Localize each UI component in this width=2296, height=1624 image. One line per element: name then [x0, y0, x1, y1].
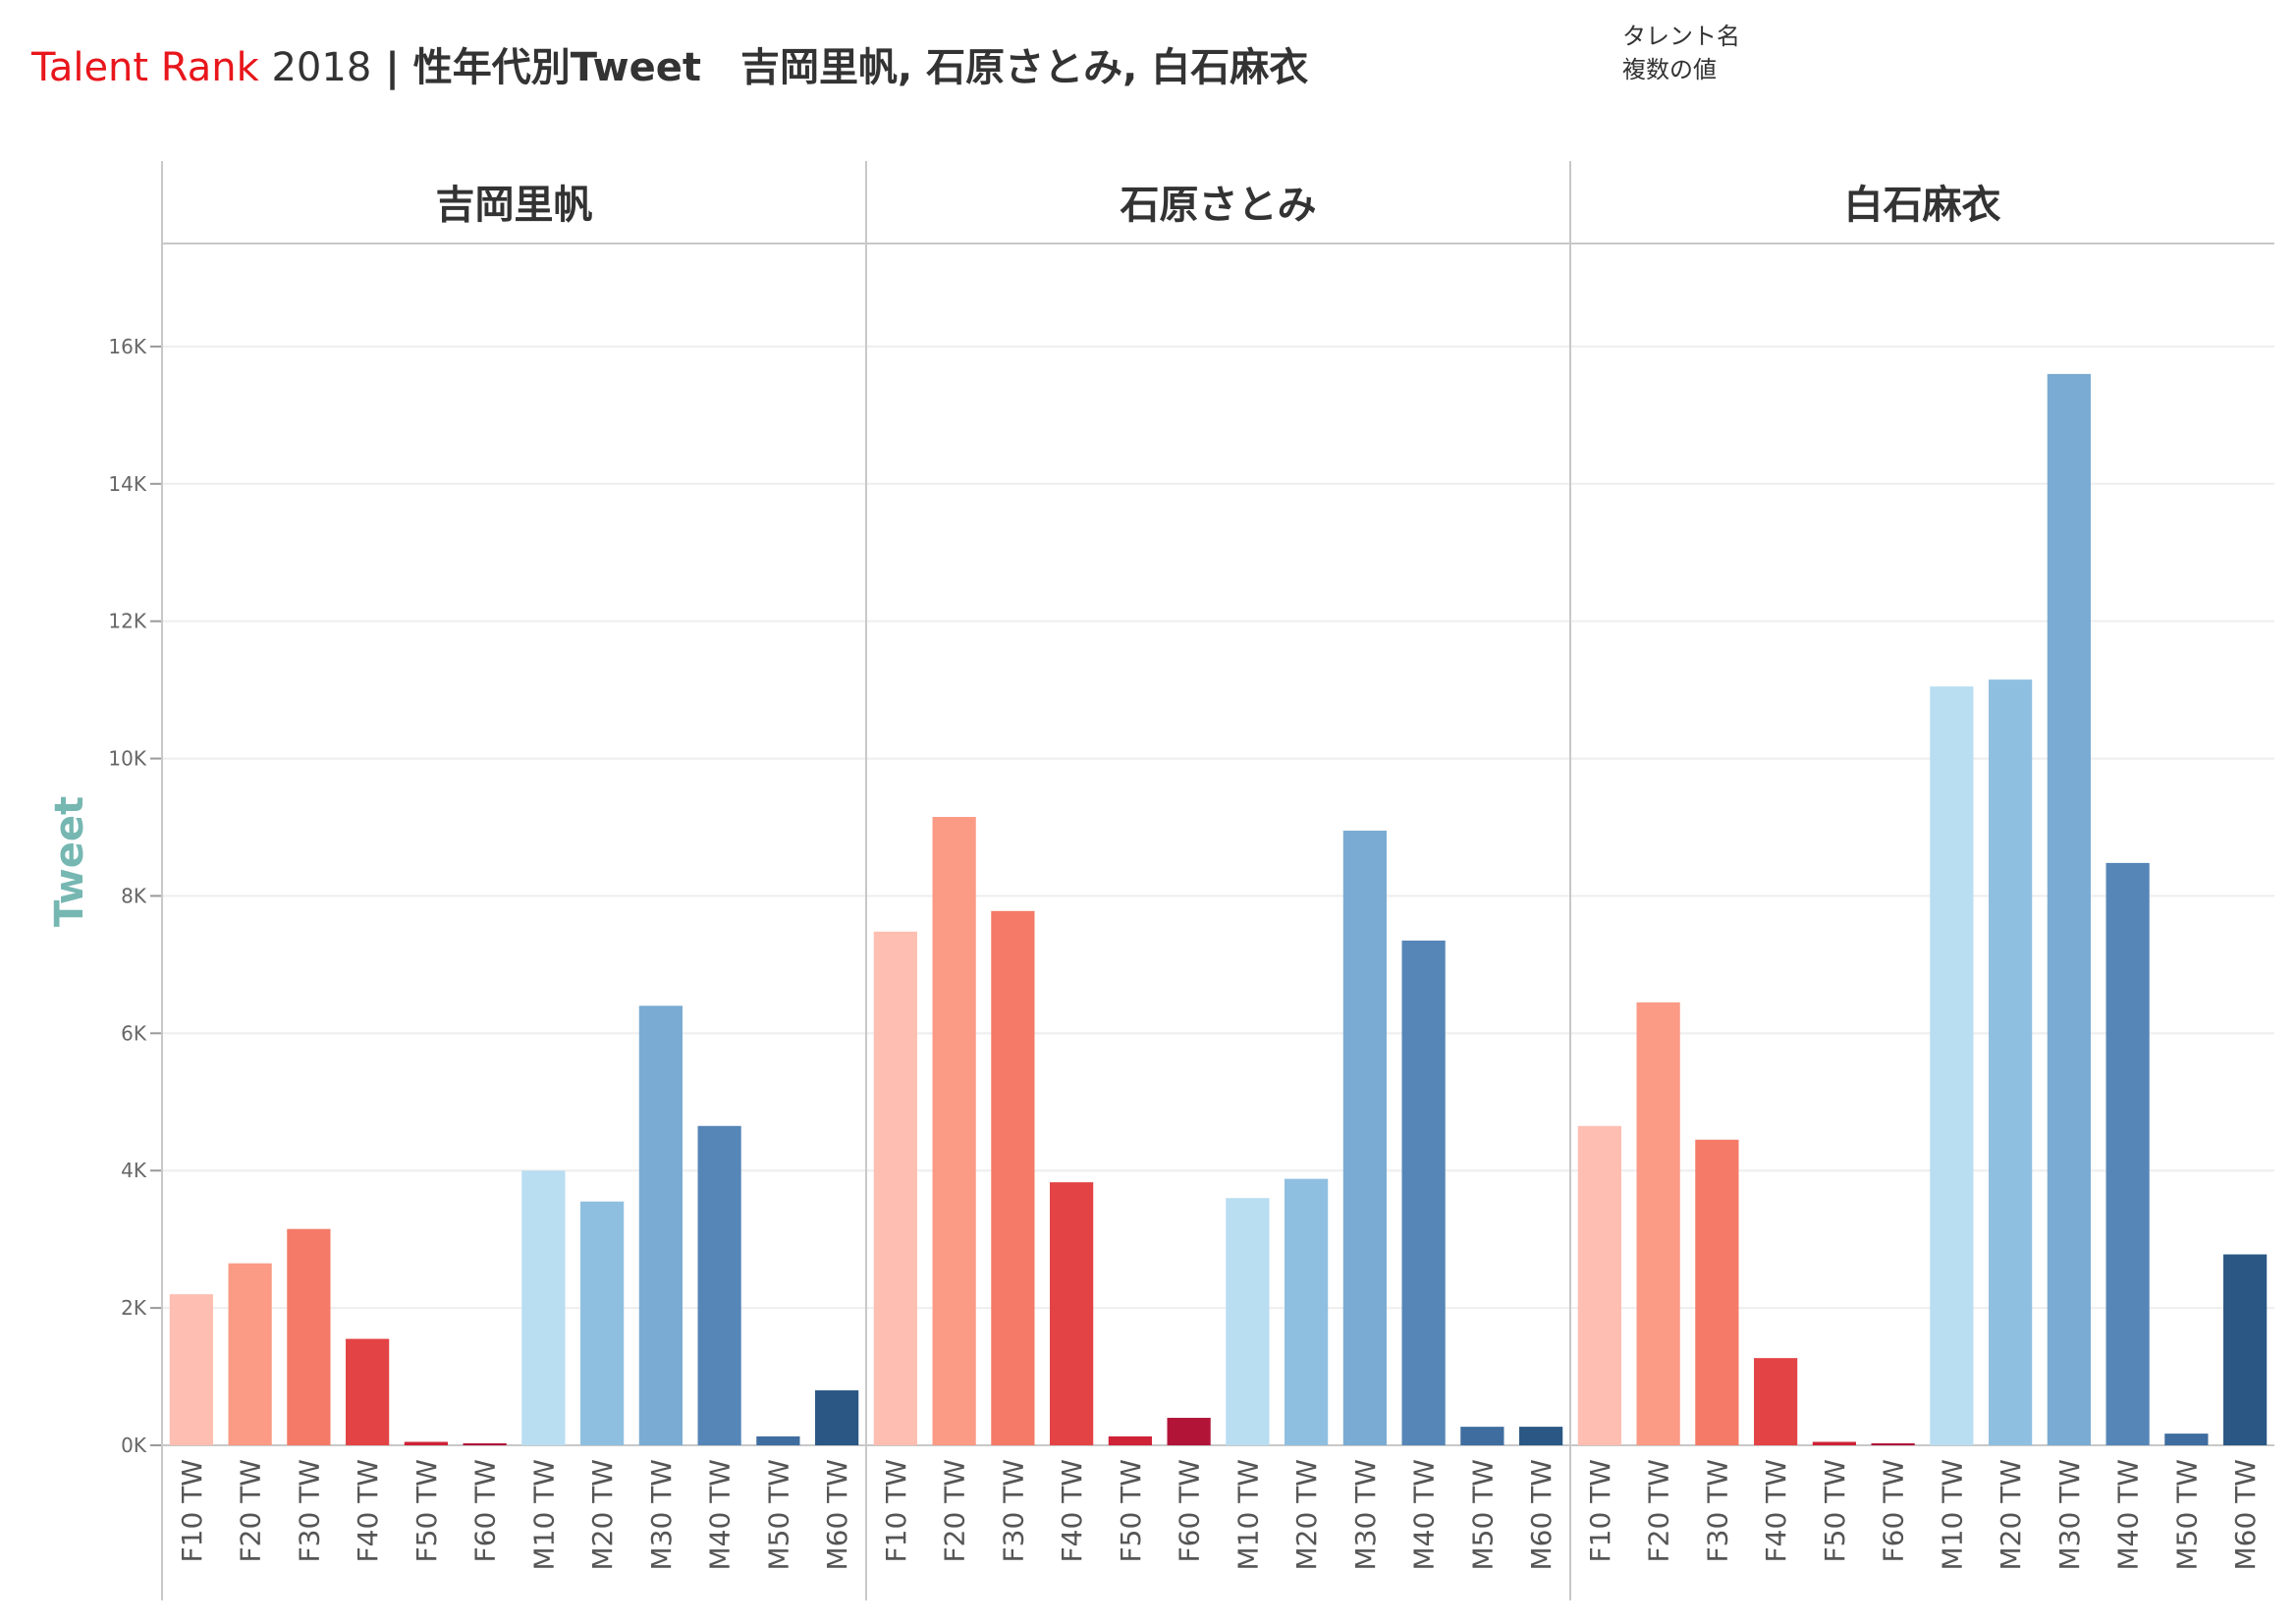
bar — [2105, 862, 2150, 1445]
y-tick-label: 14K — [108, 472, 146, 496]
filter-legend[interactable]: タレント名 複数の値 — [1622, 20, 1740, 86]
x-tick-label: M50 TW — [2170, 1459, 2203, 1570]
bar — [1989, 679, 2033, 1445]
y-tick-label: 8K — [121, 884, 147, 907]
x-tick-label: M20 TW — [1290, 1459, 1323, 1570]
x-tick-label: F60 TW — [1878, 1459, 1910, 1562]
bar — [697, 1125, 741, 1445]
title-subtitle: | 性年代別Tweet 吉岡里帆, 石原さとみ, 白石麻衣 — [371, 45, 1309, 90]
bar — [2223, 1254, 2268, 1445]
filter-value: 複数の値 — [1622, 56, 1717, 83]
x-tick-label: M10 TW — [1231, 1459, 1264, 1570]
page-title: Talent Rank 2018 | 性年代別Tweet 吉岡里帆, 石原さとみ… — [31, 35, 1308, 92]
bar — [1285, 1178, 1329, 1445]
bar — [1577, 1125, 1621, 1445]
bar — [2164, 1434, 2209, 1445]
y-tick-label: 16K — [108, 335, 146, 358]
x-tick-label: M30 TW — [2053, 1459, 2086, 1570]
x-tick-label: M40 TW — [1408, 1459, 1441, 1570]
x-tick-label: M60 TW — [1525, 1459, 1558, 1570]
bar — [580, 1201, 625, 1445]
bar — [1050, 1182, 1094, 1445]
y-tick-label: 6K — [121, 1021, 147, 1045]
panel-frames — [161, 161, 2274, 1600]
x-tick-label: F20 TW — [1643, 1459, 1675, 1562]
x-tick-label: M20 TW — [1995, 1459, 2027, 1570]
x-tick-label: M30 TW — [645, 1459, 678, 1570]
x-tick-label: F30 TW — [293, 1459, 325, 1562]
x-tick-label: F30 TW — [997, 1459, 1029, 1562]
x-tick-label: M20 TW — [586, 1459, 619, 1570]
x-tick-label: F50 TW — [410, 1459, 443, 1562]
bar — [1519, 1427, 1563, 1445]
bar — [346, 1338, 390, 1445]
bar — [1812, 1441, 1856, 1445]
x-tick-label: F40 TW — [352, 1459, 384, 1562]
x-tick-label: M10 TW — [1936, 1459, 1968, 1570]
bar — [932, 817, 976, 1445]
x-tick-label: M40 TW — [704, 1459, 737, 1570]
bar — [756, 1435, 800, 1445]
panel-title: 白石麻衣 — [1844, 183, 2001, 228]
bar — [1460, 1427, 1504, 1445]
title-year: 2018 — [258, 45, 372, 90]
x-tick-label: F10 TW — [176, 1459, 208, 1562]
y-tick-label: 4K — [121, 1159, 147, 1182]
bar — [638, 1005, 683, 1445]
x-tick-label: F50 TW — [1819, 1459, 1851, 1562]
x-tick-label: F50 TW — [1115, 1459, 1147, 1562]
bar — [2047, 373, 2091, 1446]
bar — [1401, 940, 1446, 1445]
x-tick-label: M50 TW — [1466, 1459, 1499, 1570]
gridlines — [150, 345, 2274, 1446]
bars — [169, 373, 2268, 1446]
bar — [1754, 1358, 1798, 1445]
bar — [1930, 686, 1974, 1445]
x-tick-label: M30 TW — [1349, 1459, 1382, 1570]
x-tick-label: M60 TW — [2229, 1459, 2262, 1570]
filter-label: タレント名 — [1622, 23, 1740, 50]
x-tick-label: F40 TW — [1760, 1459, 1792, 1562]
y-axis-title: Tweet — [47, 796, 92, 927]
x-tick-label: M10 TW — [527, 1459, 560, 1570]
bar — [1636, 1001, 1680, 1445]
bar — [991, 910, 1035, 1445]
bar — [1695, 1139, 1739, 1445]
bar — [521, 1170, 566, 1445]
x-tick-label: F10 TW — [880, 1459, 912, 1562]
brand-text: Talent Rank — [31, 45, 259, 90]
x-tick-label: F60 TW — [1174, 1459, 1206, 1562]
bar — [1226, 1198, 1270, 1445]
bar — [1342, 831, 1387, 1445]
x-tick-label: F10 TW — [1584, 1459, 1616, 1562]
x-tick-label: M40 TW — [2112, 1459, 2145, 1570]
bar — [815, 1390, 859, 1445]
labels: 0K 2K 4K 6K 8K 10K 12K 14K 16K Tweet 吉岡里帆 F10 TW F20… — [47, 183, 2262, 1570]
y-tick-label: 0K — [121, 1434, 147, 1457]
x-tick-label: F30 TW — [1701, 1459, 1733, 1562]
y-tick-label: 12K — [108, 610, 146, 633]
bar — [873, 931, 917, 1445]
bar — [287, 1228, 331, 1445]
bar — [1108, 1435, 1152, 1445]
x-tick-label: M60 TW — [821, 1459, 853, 1570]
x-tick-label: F60 TW — [469, 1459, 502, 1562]
y-tick-label: 10K — [108, 747, 146, 771]
x-tick-label: F20 TW — [939, 1459, 971, 1562]
bar — [1167, 1418, 1211, 1445]
bar — [404, 1441, 448, 1445]
y-tick-label: 2K — [121, 1296, 147, 1320]
bar — [463, 1443, 507, 1445]
x-tick-label: M50 TW — [762, 1459, 794, 1570]
x-tick-label: F20 TW — [235, 1459, 267, 1562]
panel-title: 石原さとみ — [1121, 183, 1317, 228]
panel-title: 吉岡里帆 — [436, 183, 593, 228]
bar — [1871, 1443, 1915, 1445]
x-tick-label: F40 TW — [1056, 1459, 1088, 1562]
bar — [228, 1263, 272, 1445]
bar — [169, 1294, 213, 1445]
